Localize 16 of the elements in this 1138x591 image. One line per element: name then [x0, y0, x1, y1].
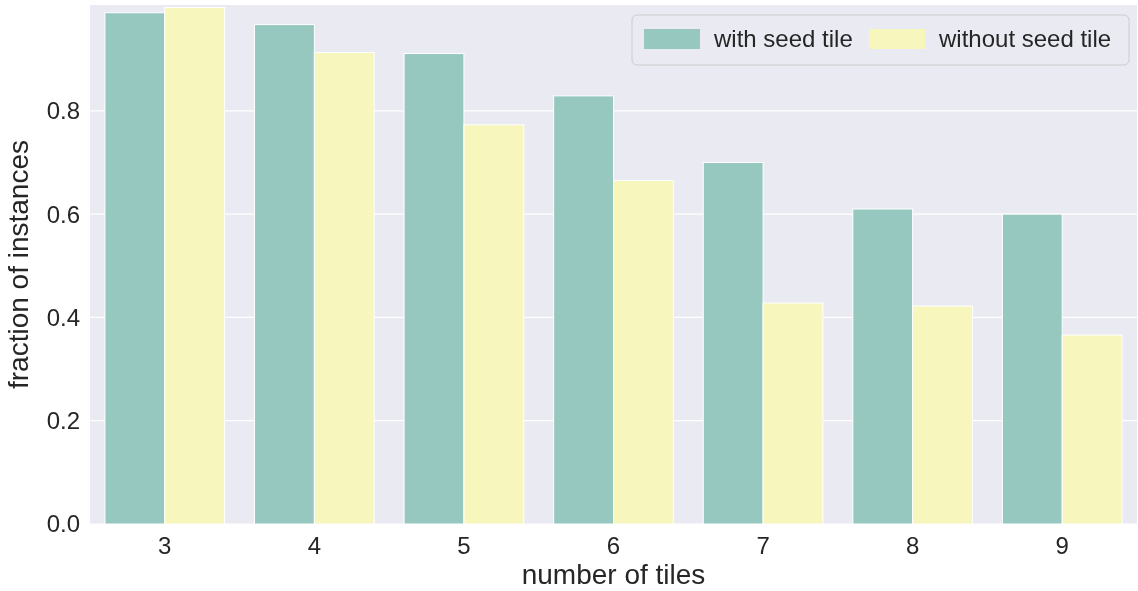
y-tick-label: 0.4 — [46, 303, 80, 331]
legend-label: with seed tile — [713, 25, 853, 53]
y-tick-label: 0.2 — [46, 407, 80, 435]
x-tick-label: 3 — [158, 532, 172, 559]
x-axis-title: number of tiles — [521, 559, 706, 590]
y-tick-label: 0.6 — [46, 200, 80, 228]
y-axis-title: fraction of instances — [3, 139, 34, 390]
y-tick-label: 0.0 — [46, 510, 80, 538]
x-tick-label: 9 — [1055, 532, 1069, 559]
x-tick-label: 6 — [606, 532, 621, 559]
x-tick-label: 7 — [756, 532, 770, 559]
y-tick-label: 0.8 — [46, 97, 80, 125]
legend-label: without seed tile — [938, 25, 1112, 53]
x-tick-label: 4 — [307, 532, 322, 559]
x-tick-label: 8 — [905, 532, 920, 559]
x-tick-label: 5 — [457, 532, 471, 559]
